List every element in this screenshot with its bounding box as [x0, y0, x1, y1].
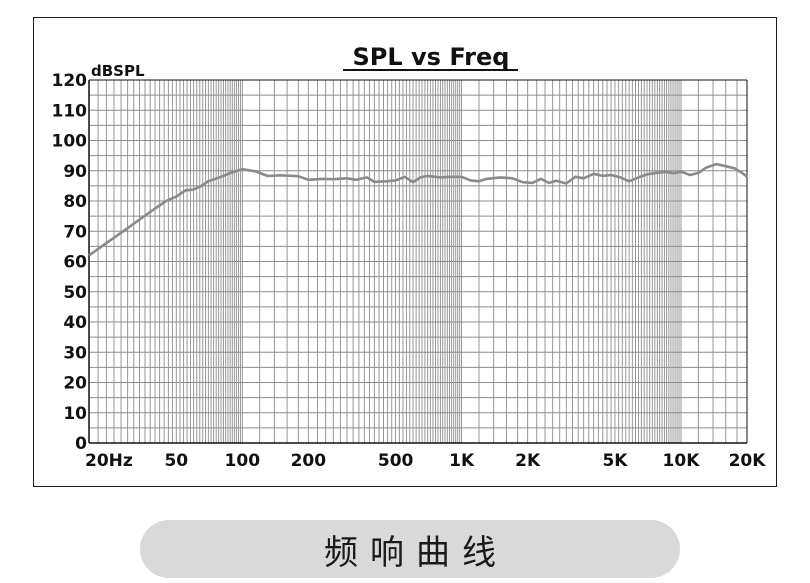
x-tick-label: 500: [378, 451, 414, 471]
x-tick-label: 20Hz: [85, 451, 133, 471]
caption-banner: 频响曲线: [140, 520, 680, 578]
chart-title: SPL vs Freq: [353, 43, 510, 71]
caption-text: 频响曲线: [324, 532, 508, 573]
y-tick-label: 60: [63, 253, 87, 273]
x-tick-label: 10K: [663, 451, 701, 471]
y-tick-label: 50: [63, 283, 87, 303]
grid: [88, 79, 748, 444]
spl-response-line: [88, 162, 748, 257]
chart-frame: SPL vs Freq dBSPL 0 10 20 30 40 50 60 70 80 90 100…: [33, 17, 777, 487]
x-tick-label: 20K: [729, 451, 767, 471]
spl-vs-freq-chart: SPL vs Freq dBSPL 0 10 20 30 40 50 60 70 80 90 100…: [52, 43, 767, 471]
y-tick-label: 110: [52, 101, 88, 121]
text-layer: SPL vs Freq dBSPL 0 10 20 30 40 50 60 70 80 90 100…: [52, 43, 767, 471]
x-tick-label: 200: [291, 451, 327, 471]
x-tick-label: 5K: [602, 451, 628, 471]
y-tick-label: 70: [63, 222, 87, 242]
x-tick-label: 100: [225, 451, 261, 471]
y-tick-label: 20: [63, 374, 87, 394]
x-tick-label: 2K: [515, 451, 541, 471]
y-tick-label: 0: [75, 434, 87, 454]
y-axis-unit-label: dBSPL: [91, 62, 145, 80]
series-layer: [88, 162, 748, 257]
y-tick-label: 100: [52, 132, 88, 152]
y-tick-label: 120: [52, 71, 88, 91]
y-tick-label: 90: [63, 162, 87, 182]
x-tick-label: 1K: [449, 451, 475, 471]
x-tick-label: 50: [164, 451, 188, 471]
y-tick-label: 40: [63, 313, 87, 333]
y-tick-label: 80: [63, 192, 87, 212]
y-tick-label: 10: [63, 404, 87, 424]
y-tick-label: 30: [63, 343, 87, 363]
